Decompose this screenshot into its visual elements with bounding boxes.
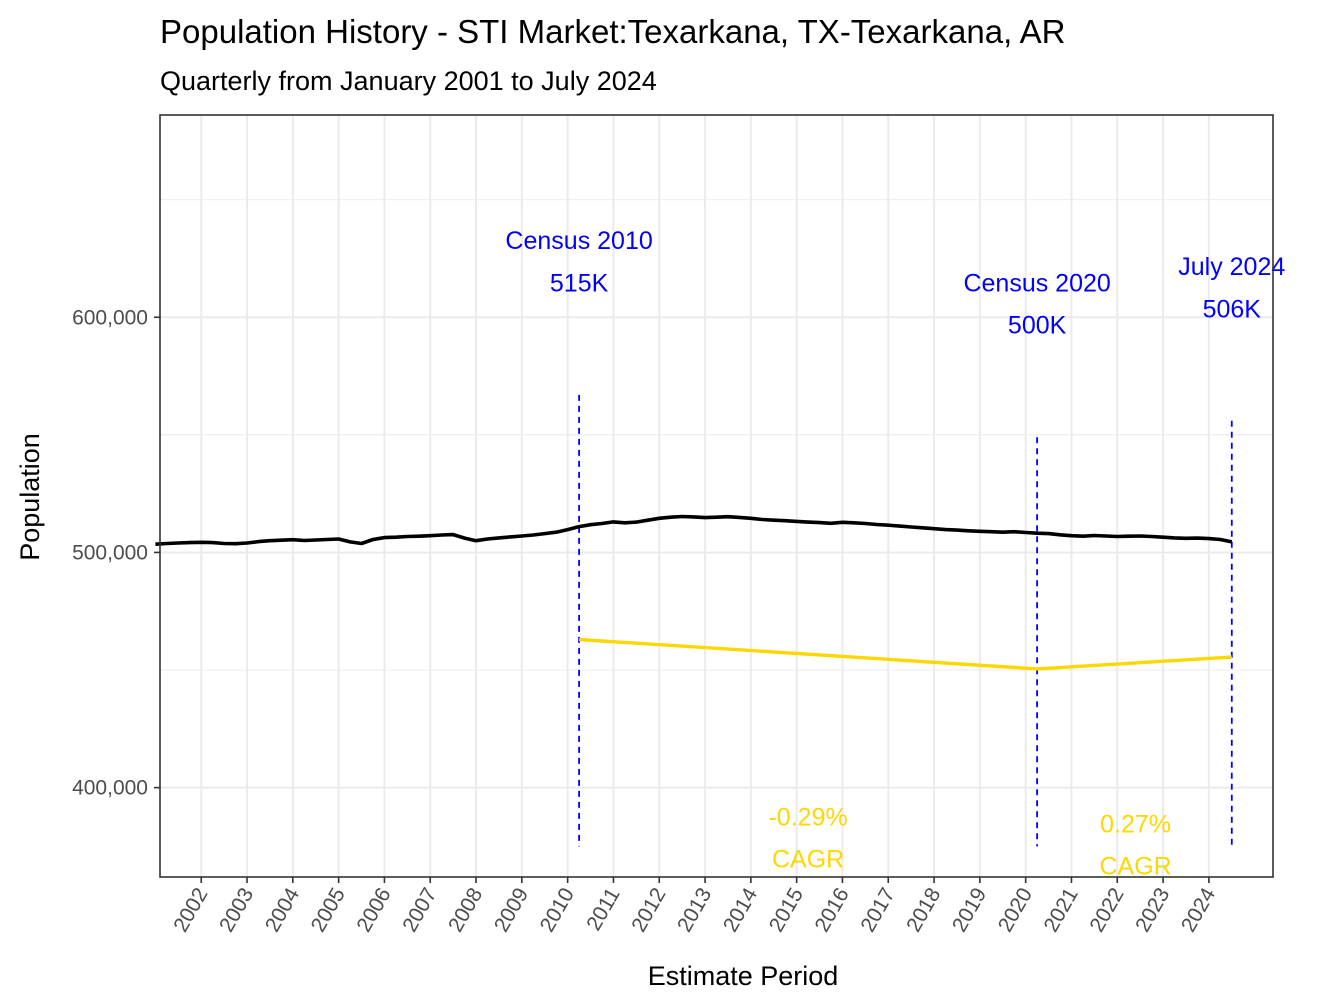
y-tick-label: 600,000	[72, 306, 148, 329]
census-annotation-label: Census 2020	[963, 269, 1110, 297]
x-tick-label: 2023	[1131, 884, 1174, 936]
y-tick-label: 400,000	[72, 777, 148, 800]
x-tick-label: 2003	[215, 884, 258, 936]
census-annotation-label: Census 2010	[505, 227, 652, 255]
census-annotation-label: 515K	[550, 269, 609, 297]
x-tick-label: 2008	[444, 884, 487, 936]
chart-title: Population History - STI Market:Texarkan…	[160, 13, 1065, 50]
x-tick-label: 2022	[1085, 884, 1128, 936]
x-tick-label: 2012	[627, 884, 670, 936]
x-tick-label: 2014	[719, 884, 762, 936]
x-tick-label: 2006	[352, 884, 395, 936]
annotations: Census 2010 515K Census 2020 500K July 2024 5…	[505, 227, 1285, 881]
x-tick-label: 2011	[582, 884, 625, 935]
cagr-series-line	[578, 637, 1232, 671]
x-tick-label: 2019	[948, 884, 991, 936]
x-tick-label: 2018	[902, 884, 945, 936]
x-tick-label: 2002	[169, 884, 212, 936]
x-tick-label: 2009	[490, 884, 533, 936]
cagr-annotation-label: CAGR	[772, 846, 844, 874]
plot-panel	[160, 115, 1273, 877]
x-tick-label: 2017	[856, 884, 899, 936]
x-tick-label: 2020	[994, 884, 1037, 936]
x-tick-label: 2005	[307, 884, 350, 936]
cagr-annotation-label: CAGR	[1099, 853, 1171, 881]
x-tick-label: 2021	[1040, 884, 1083, 936]
x-axis-title: Estimate Period	[648, 961, 839, 991]
census-annotation-label: July 2024	[1178, 253, 1285, 281]
plot-panel-border	[159, 114, 1274, 878]
x-tick-label: 2007	[398, 884, 441, 936]
cagr-annotation-label: 0.27%	[1100, 810, 1171, 838]
x-tick-label: 2015	[765, 884, 808, 936]
chart-subtitle: Quarterly from January 2001 to July 2024	[160, 66, 657, 96]
grid-lines	[160, 115, 1273, 877]
y-axis-title: Population	[15, 433, 45, 561]
census-annotation-label: 506K	[1203, 295, 1262, 323]
y-tick-label: 500,000	[72, 541, 148, 564]
x-tick-label: 2016	[811, 884, 854, 936]
x-tick-label: 2013	[673, 884, 716, 936]
census-annotation-label: 500K	[1008, 312, 1067, 340]
reference-lines	[578, 394, 1233, 847]
x-tick-label: 2010	[536, 884, 579, 936]
x-tick-label: 2004	[261, 884, 304, 936]
population-series-line	[155, 514, 1233, 546]
x-tick-label: 2024	[1177, 884, 1220, 936]
cagr-annotation-label: -0.29%	[768, 803, 847, 831]
series-lines	[155, 514, 1233, 671]
